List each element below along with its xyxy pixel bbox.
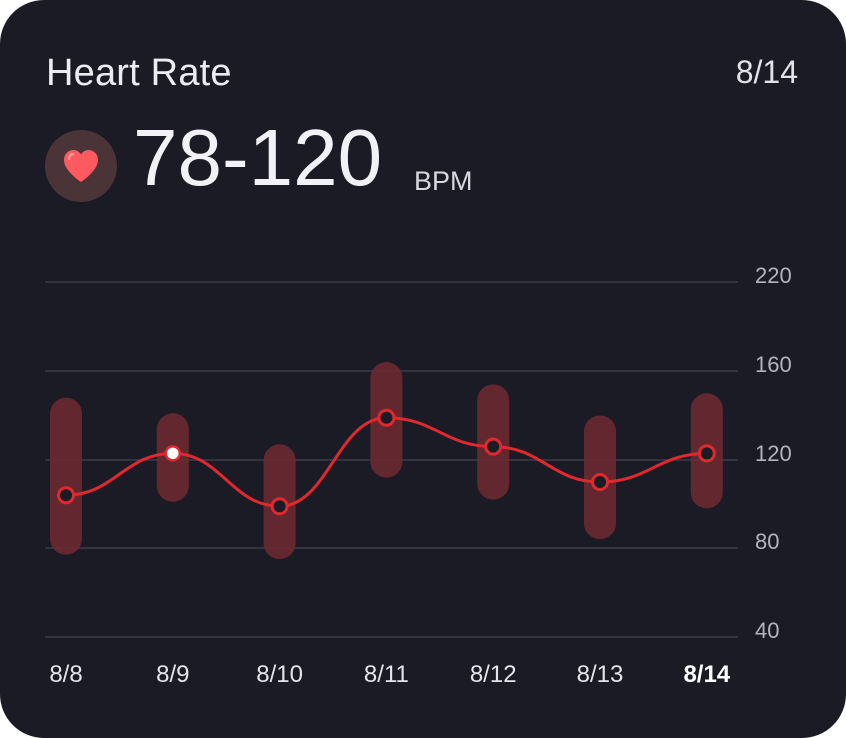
bpm-range-value: 78-120: [133, 113, 383, 202]
y-tick-label: 120: [755, 441, 792, 466]
x-tick-label[interactable]: 8/10: [256, 661, 303, 688]
data-point[interactable]: [591, 473, 609, 491]
data-point[interactable]: [697, 444, 716, 463]
x-tick-label[interactable]: 8/13: [577, 661, 624, 688]
x-tick-label[interactable]: 8/8: [49, 661, 82, 688]
heart-icon: [64, 150, 98, 182]
selected-data-point[interactable]: [164, 445, 182, 462]
card-title: Heart Rate: [46, 52, 232, 94]
y-tick-label: 220: [755, 263, 792, 288]
y-tick-label: 40: [755, 618, 779, 643]
range-bar[interactable]: [50, 397, 82, 555]
x-tick-label[interactable]: 8/11: [364, 661, 409, 688]
data-point[interactable]: [270, 497, 289, 516]
x-tick-label[interactable]: 8/12: [470, 661, 517, 688]
x-tick-label[interactable]: 8/14: [683, 661, 730, 688]
bpm-unit: BPM: [414, 166, 473, 196]
y-tick-label: 160: [755, 352, 792, 377]
data-point[interactable]: [377, 408, 396, 427]
heart-badge: [45, 130, 117, 202]
x-tick-label[interactable]: 8/9: [156, 661, 189, 688]
data-point[interactable]: [57, 486, 75, 505]
data-point[interactable]: [484, 437, 503, 456]
header-date: 8/14: [735, 54, 798, 90]
y-tick-label: 80: [755, 529, 779, 554]
